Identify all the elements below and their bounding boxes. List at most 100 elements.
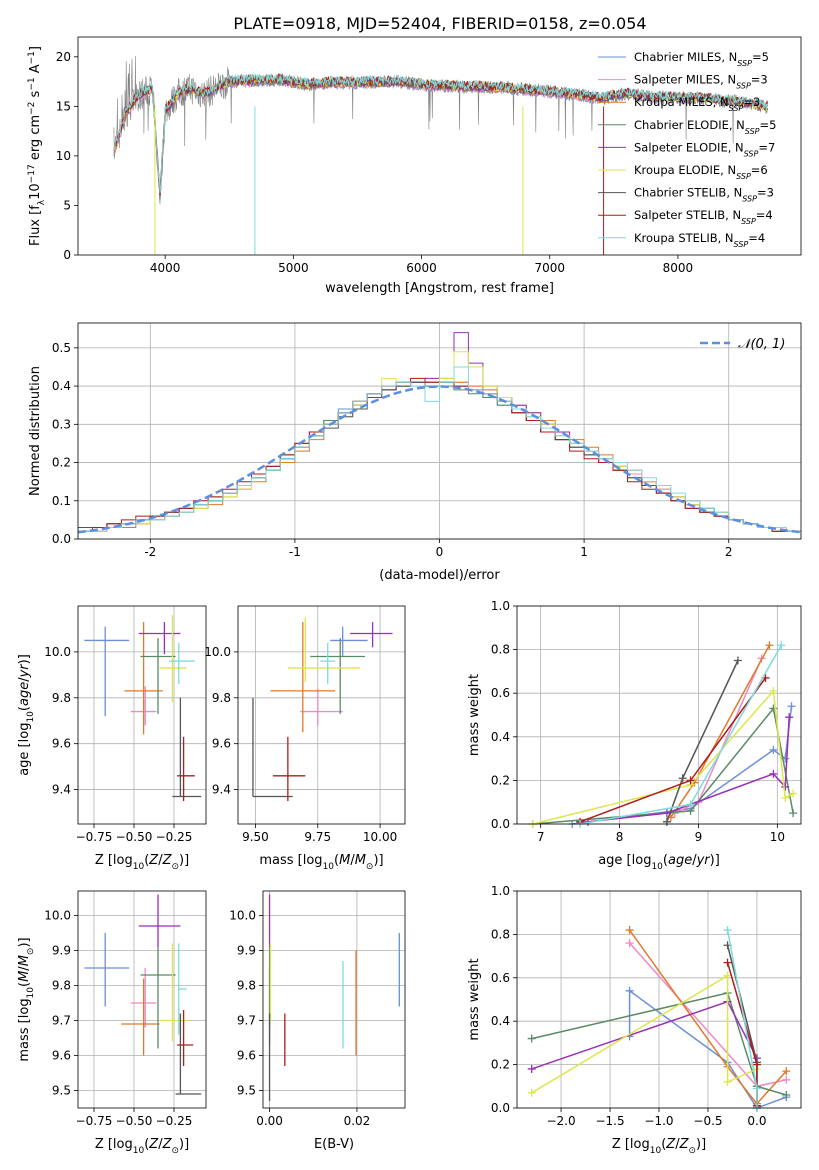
x-axis-label-part: Z	[665, 1137, 676, 1152]
weight-marker	[733, 656, 742, 665]
y-axis-label-part: erg cm	[28, 115, 43, 164]
mass-weight-vs-metallicity-panel: −2.0 −1.5 −1.0 −0.5 0.0 0.0 0.2 0.4 0.6 0.8 1.0 Z […	[467, 884, 802, 1156]
errorbar-point-kroupa-miles	[121, 978, 160, 1056]
errorbar-point-chabrier-stelib	[252, 697, 293, 798]
y-tick-label: 10.0	[44, 909, 71, 923]
errorbar-point-salpeter-stelib	[177, 1010, 194, 1066]
y-axis-label-part: (	[17, 706, 32, 711]
model-spectrum-kroupa-stelib	[113, 73, 769, 193]
y-tick-label: 0.2	[52, 456, 71, 470]
weight-line-salpeter-stelib	[579, 677, 767, 823]
legend-entry: Salpeter STELIB, NSSP=4	[634, 208, 773, 226]
y-tick-label: 0.4	[491, 1014, 510, 1028]
errorbar-point-kroupa-miles	[270, 622, 336, 733]
y-tick-label: 0.2	[491, 773, 510, 787]
y-tick-label: 9.7	[237, 1014, 256, 1028]
y-axis-label-part: ⊙	[26, 948, 36, 956]
weight-marker	[723, 958, 732, 967]
y-tick-label: 5	[63, 198, 71, 212]
x-axis-label-part: 10	[133, 1146, 145, 1156]
legend-entry: Chabrier STELIB, NSSP=3	[634, 186, 774, 204]
y-axis-label: mass weight	[467, 674, 482, 756]
x-axis-label-part: /	[692, 853, 697, 868]
x-axis-label-part: ⊙	[171, 1146, 179, 1156]
errorbar-point-salpeter-elodie	[350, 622, 393, 648]
x-axis-label-part: /	[158, 853, 163, 868]
weight-marker	[782, 1090, 791, 1099]
y-tick-label: 9.6	[52, 737, 71, 751]
weight-marker	[769, 687, 778, 696]
legend-suffix: =5	[760, 118, 777, 132]
y-axis-label: mass [log10(M/M⊙)]	[17, 937, 36, 1061]
errorbar-point-chabrier-elodie	[310, 638, 366, 714]
legend-suffix: =3	[743, 95, 760, 109]
x-axis-label-part: )]	[710, 853, 720, 868]
errorbar-point-chabrier-elodie	[140, 947, 176, 1049]
histogram-kroupa-stelib	[78, 366, 801, 539]
y-tick-label: 0.1	[52, 494, 71, 508]
x-axis-label: (data-model)/error	[379, 568, 500, 583]
x-axis-label-part: ⊙	[171, 862, 179, 872]
weight-marker	[769, 769, 778, 778]
legend-text: Salpeter STELIB, N	[634, 208, 741, 222]
x-tick-label: 10	[770, 830, 785, 844]
y-tick-label: 0.4	[491, 730, 510, 744]
weight-line-chabrier-elodie	[531, 992, 787, 1096]
legend-subscript: SSP	[744, 149, 759, 158]
x-axis-label-part: yr	[696, 853, 712, 868]
y-tick-label: 9.8	[212, 691, 231, 705]
figure-title: PLATE=0918, MJD=52404, FIBERID=0158, z=0…	[233, 14, 646, 33]
y-tick-label: 9.4	[52, 783, 71, 797]
y-axis-label-part: s	[28, 90, 43, 101]
weight-line-salpeter-elodie	[531, 1000, 758, 1108]
x-axis-label-part: Z [log	[95, 853, 133, 868]
y-tick-label: 9.6	[237, 1049, 256, 1063]
legend-entry: Kroupa MILES, NSSP=3	[634, 95, 760, 113]
y-tick-label: 0.5	[52, 341, 71, 355]
errorbar-point-chabrier-miles	[84, 933, 130, 1007]
weight-line-kroupa-elodie	[532, 689, 794, 824]
y-tick-label: 9.4	[212, 783, 231, 797]
legend-entry: Salpeter MILES, NSSP=3	[634, 73, 768, 91]
weight-marker	[777, 641, 786, 650]
x-tick-label: 7000	[534, 261, 565, 275]
x-axis-label-part: Z	[162, 1137, 173, 1152]
legend-suffix: =3	[751, 73, 768, 87]
y-axis-label-part: yr	[17, 663, 32, 679]
y-axis-label-part: 10	[26, 987, 36, 999]
legend-subscript: SSP	[742, 194, 757, 203]
errorbar-point-kroupa-miles	[124, 622, 163, 735]
x-axis-label-part: M	[355, 853, 366, 868]
legend-text: Chabrier STELIB, N	[634, 186, 742, 200]
legend-entry: Kroupa ELODIE, NSSP=6	[634, 163, 768, 181]
legend-text: Kroupa ELODIE, N	[634, 163, 736, 177]
x-tick-label: 7	[537, 830, 545, 844]
y-axis-label-part: (	[17, 982, 32, 987]
legend-suffix: =5	[752, 50, 769, 64]
y-axis-label-part: 10	[28, 183, 43, 200]
weight-marker	[527, 1034, 536, 1043]
y-axis-label-part: −1	[27, 51, 37, 64]
x-axis-label-part: Z [log	[612, 1137, 650, 1152]
weight-marker	[723, 1077, 732, 1086]
x-axis-label-part: )]	[179, 853, 189, 868]
weight-line-chabrier-elodie	[532, 706, 794, 824]
legend-text: Salpeter MILES, N	[634, 73, 736, 87]
x-axis-label: Z [log10(Z/Z⊙)]	[95, 853, 189, 872]
weight-marker	[625, 986, 634, 995]
legend-suffix: =3	[757, 186, 774, 200]
y-tick-label: 0.0	[52, 532, 71, 546]
y-axis-label-part: M	[17, 971, 32, 982]
errorbar-point-kroupa-stelib	[178, 943, 187, 1035]
x-tick-label: 6000	[406, 261, 437, 275]
x-tick-label: −2.0	[546, 1114, 575, 1128]
x-tick-label: −1.5	[595, 1114, 624, 1128]
x-axis-label: Z [log10(Z/Z⊙)]	[612, 1137, 706, 1156]
weight-line-kroupa-miles	[628, 929, 787, 1105]
y-axis-label: age [log10(age/yr)]	[17, 654, 36, 776]
errorbar-point-chabrier-miles	[330, 626, 368, 657]
weight-marker	[678, 774, 687, 783]
errorbar-point-kroupa-elodie	[287, 617, 361, 682]
weight-marker	[527, 1088, 536, 1097]
